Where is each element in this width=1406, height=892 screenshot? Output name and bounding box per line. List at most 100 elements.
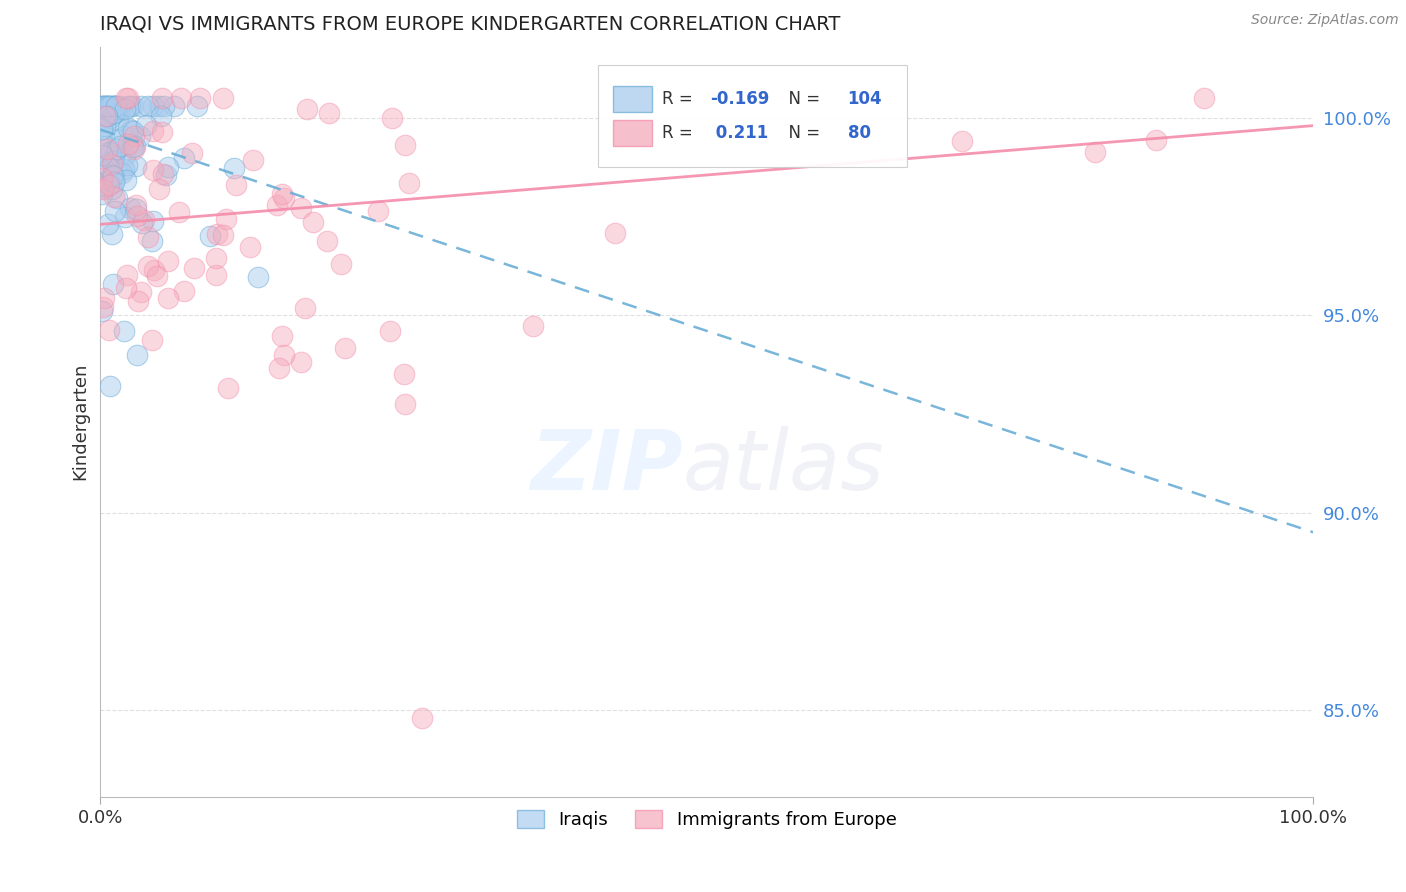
Point [125,209,148,223]
Point [103,190,125,204]
Point [114,281,136,295]
Point [152,99,174,113]
Point [271,187,294,202]
Point [247,270,270,285]
Point [104,99,127,113]
Point [142,99,165,113]
Point [157,160,180,174]
Point [91,126,114,140]
Point [603,226,626,240]
Point [181,145,204,160]
Point [103,106,125,120]
Point [124,202,146,217]
Point [96,99,118,113]
Point [100,170,122,185]
Point [315,234,337,248]
Point [155,168,177,182]
Point [950,134,973,148]
Text: IRAQI VS IMMIGRANTS FROM EUROPE KINDERGARTEN CORRELATION CHART: IRAQI VS IMMIGRANTS FROM EUROPE KINDERGA… [100,15,841,34]
Point [186,99,208,113]
Point [90,115,112,129]
Point [117,158,139,172]
Point [105,191,128,205]
Point [101,182,124,196]
Point [93,291,115,305]
Point [136,259,159,273]
Point [96,99,118,113]
Point [93,99,115,113]
Point [157,291,180,305]
Text: 104: 104 [848,90,882,108]
Text: N =: N = [779,124,825,142]
Text: N =: N = [779,90,825,108]
Point [101,99,124,113]
Point [97,99,120,113]
Point [121,137,143,152]
Point [103,149,125,163]
Point [108,139,131,153]
Point [129,285,152,300]
FancyBboxPatch shape [598,65,907,167]
Point [173,151,195,165]
Point [122,142,145,156]
Point [98,99,121,113]
Point [112,324,135,338]
Point [125,348,148,362]
Point [111,166,134,180]
Point [148,99,170,113]
Text: 80: 80 [848,124,870,142]
Point [97,161,120,176]
Point [110,99,132,113]
Point [134,213,156,227]
Point [150,91,173,105]
Point [205,227,228,242]
Point [112,161,135,176]
Point [242,153,264,168]
Point [333,342,356,356]
Point [114,129,136,144]
FancyBboxPatch shape [613,87,652,112]
Point [142,214,165,228]
Point [104,204,127,219]
Point [124,138,146,153]
Point [136,229,159,244]
Point [294,301,316,316]
Point [135,118,157,132]
Point [104,162,127,177]
Point [1084,145,1107,160]
Point [173,284,195,298]
Point [101,107,124,121]
Point [90,171,112,186]
Point [238,240,260,254]
Point [125,159,148,173]
Text: ZIP: ZIP [530,426,682,508]
Point [103,169,125,183]
Point [273,348,295,362]
Point [90,304,112,318]
Point [217,381,239,395]
Point [105,99,128,113]
Point [97,217,120,231]
Point [98,379,121,393]
Point [214,212,236,227]
Point [411,711,433,725]
Point [1192,91,1215,105]
Point [222,161,245,175]
Point [129,99,152,113]
Point [381,111,404,125]
Point [115,91,138,105]
Point [122,140,145,154]
Point [117,91,139,105]
Point [270,328,292,343]
Point [367,204,389,219]
Point [100,146,122,161]
Point [392,368,415,382]
Point [90,147,112,161]
Point [96,110,118,124]
Point [94,139,117,153]
Point [98,111,121,125]
Text: -0.169: -0.169 [710,90,770,108]
Point [93,99,115,113]
Point [146,268,169,283]
Point [394,397,416,411]
